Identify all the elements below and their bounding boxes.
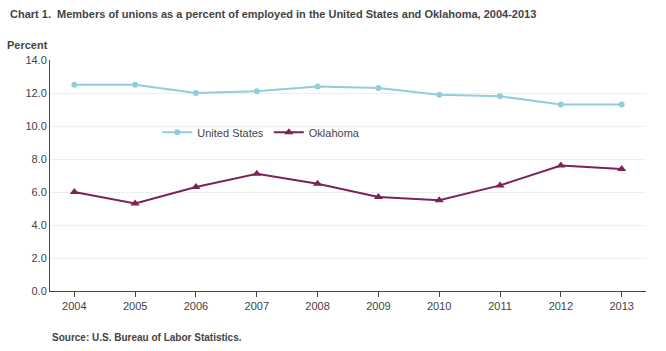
svg-text:Oklahoma: Oklahoma [309,127,360,139]
svg-text:8.0: 8.0 [32,153,47,165]
svg-text:0.0: 0.0 [32,285,47,297]
svg-text:4.0: 4.0 [32,219,47,231]
svg-text:2.0: 2.0 [32,252,47,264]
svg-text:12.0: 12.0 [25,87,46,99]
svg-text:10.0: 10.0 [25,120,46,132]
svg-text:2004: 2004 [62,300,86,312]
svg-text:Chart 1. Members of unions as: Chart 1. Members of unions as a percent … [10,8,536,20]
svg-text:United States: United States [197,127,264,139]
svg-text:Source: U.S. Bureau of Labor S: Source: U.S. Bureau of Labor Statistics. [52,332,242,343]
svg-text:2006: 2006 [184,300,208,312]
svg-text:2009: 2009 [366,300,390,312]
svg-text:2012: 2012 [549,300,573,312]
svg-text:2007: 2007 [245,300,269,312]
svg-text:2008: 2008 [305,300,329,312]
svg-text:2013: 2013 [609,300,633,312]
svg-text:6.0: 6.0 [32,186,47,198]
svg-text:2010: 2010 [427,300,451,312]
svg-text:Percent: Percent [7,39,48,51]
svg-text:14.0: 14.0 [25,54,46,66]
svg-text:2005: 2005 [123,300,147,312]
svg-text:2011: 2011 [488,300,512,312]
